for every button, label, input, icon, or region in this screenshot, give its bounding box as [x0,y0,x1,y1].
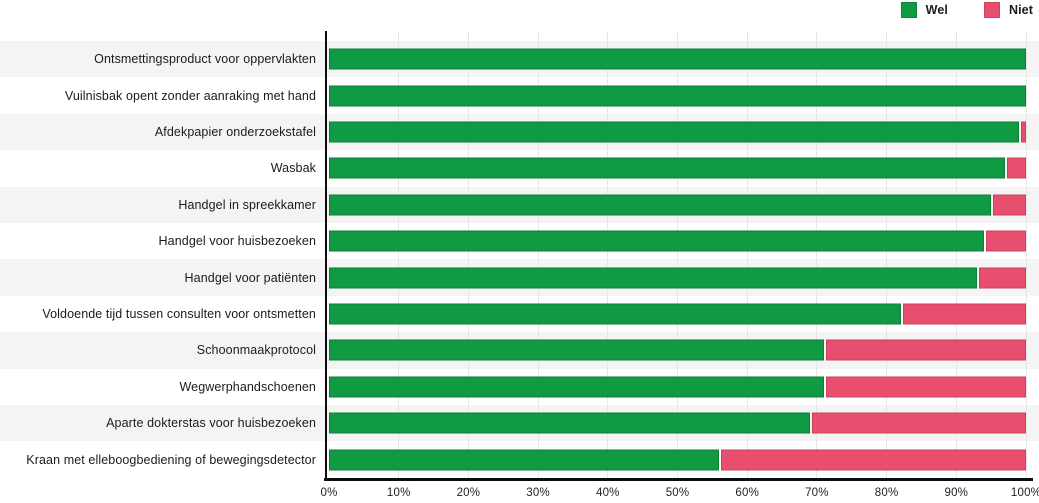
stacked-bar [329,157,1026,179]
category-label: Kraan met elleboogbediening of bewegings… [26,452,316,467]
bar-segment-wel [329,412,810,434]
category-label: Handgel in spreekkamer [178,197,316,212]
category-plot-area [326,332,1039,368]
bar-segment-wel [329,48,1026,70]
category-label: Afdekpapier onderzoekstafel [154,125,316,140]
category-row: Ontsmettingsproduct voor oppervlakten [0,41,1039,78]
bar-segment-niet [993,194,1026,216]
category-label: Voldoende tijd tussen consulten voor ont… [42,307,316,322]
bar-segment-wel [329,339,824,361]
bar-segment-niet [902,303,1026,325]
category-label: Handgel voor patiënten [184,270,316,285]
bar-segment-niet [825,376,1026,398]
stacked-bar [329,48,1026,70]
x-tick-label: 50% [665,487,690,499]
stacked-bar [329,449,1026,471]
bar-segment-niet [1007,157,1026,179]
bar-segment-wel [329,449,720,471]
bar-segment-wel [329,267,978,289]
stacked-bar [329,121,1026,143]
bar-segment-wel [329,194,992,216]
bar-segment-wel [329,157,1006,179]
x-tick-label: 10% [386,487,411,499]
category-plot-area [326,41,1039,77]
x-axis-ticks: 0% 10% 20% 30% 40% 50% 60% 70% 80% 90% 100% [0,487,1039,503]
category-label: Wegwerphandschoenen [179,379,316,394]
stacked-bar [329,194,1026,216]
stacked-bar [329,230,1026,252]
category-plot-area [326,369,1039,405]
bar-segment-wel [329,121,1020,143]
stacked-bar [329,85,1026,107]
x-axis-line [324,478,1033,481]
x-tick-label: 80% [874,487,899,499]
category-row: Voldoende tijd tussen consulten voor ont… [0,295,1039,333]
category-row: Aparte dokterstas voor huisbezoeken [0,405,1039,442]
stacked-bar [329,303,1026,325]
bar-segment-niet [721,449,1026,471]
bar-segment-wel [329,303,901,325]
x-tick-label: 20% [456,487,481,499]
category-plot-area [326,441,1039,477]
x-tick-label: 70% [805,487,829,499]
category-plot-area [326,296,1039,332]
category-label: Ontsmettingsproduct voor oppervlakten [94,52,316,67]
category-row: Schoonmaakprotocol [0,332,1039,369]
legend-label: Wel [925,3,948,17]
category-plot-area [326,223,1039,259]
category-label: Wasbak [270,161,316,176]
category-row: Wegwerphandschoenen [0,368,1039,406]
category-label: Schoonmaakprotocol [196,343,316,358]
category-row: Handgel in spreekkamer [0,186,1039,224]
stacked-bar [329,412,1026,434]
stacked-bar [329,267,1026,289]
stacked-bar [329,339,1026,361]
legend-swatch-wel [900,2,917,18]
bar-segment-niet [825,339,1026,361]
category-row: Handgel voor huisbezoeken [0,223,1039,260]
legend-item-niet: Niet [983,2,1033,18]
bar-segment-niet [1021,121,1026,143]
legend-item-wel: Wel [900,2,948,18]
legend-swatch-niet [983,2,1000,18]
x-tick-label: 0% [320,487,338,499]
category-label: Vuilnisbak opent zonder aanraking met ha… [64,88,316,103]
category-row: Afdekpapier onderzoekstafel [0,113,1039,151]
stacked-bar [329,376,1026,398]
bar-segment-wel [329,376,824,398]
x-tick-label: 100% [1010,487,1039,499]
category-label: Handgel voor huisbezoeken [158,234,316,249]
category-plot-area [326,77,1039,113]
bar-segment-wel [329,85,1026,107]
category-row: Wasbak [0,150,1039,187]
bar-segment-niet [811,412,1026,434]
category-row: Kraan met elleboogbediening of bewegings… [0,441,1039,478]
category-plot-area [326,259,1039,295]
bar-segment-niet [979,267,1026,289]
category-row: Vuilnisbak opent zonder aanraking met ha… [0,77,1039,114]
x-tick-label: 30% [526,487,550,499]
bar-segment-wel [329,230,985,252]
category-row: Handgel voor patiënten [0,259,1039,296]
legend-label: Niet [1008,3,1033,17]
category-plot-area [326,150,1039,186]
x-tick-label: 90% [944,487,969,499]
chart-rows: Ontsmettingsproduct voor oppervlakten Vui… [0,41,1039,478]
legend: Wel Niet [900,2,1033,18]
x-tick-label: 40% [595,487,620,499]
bar-segment-niet [986,230,1026,252]
x-tick-label: 60% [735,487,759,499]
y-axis-line [325,31,327,478]
category-plot-area [326,187,1039,223]
category-label: Aparte dokterstas voor huisbezoeken [106,416,316,431]
category-plot-area [326,405,1039,441]
category-plot-area [326,114,1039,150]
